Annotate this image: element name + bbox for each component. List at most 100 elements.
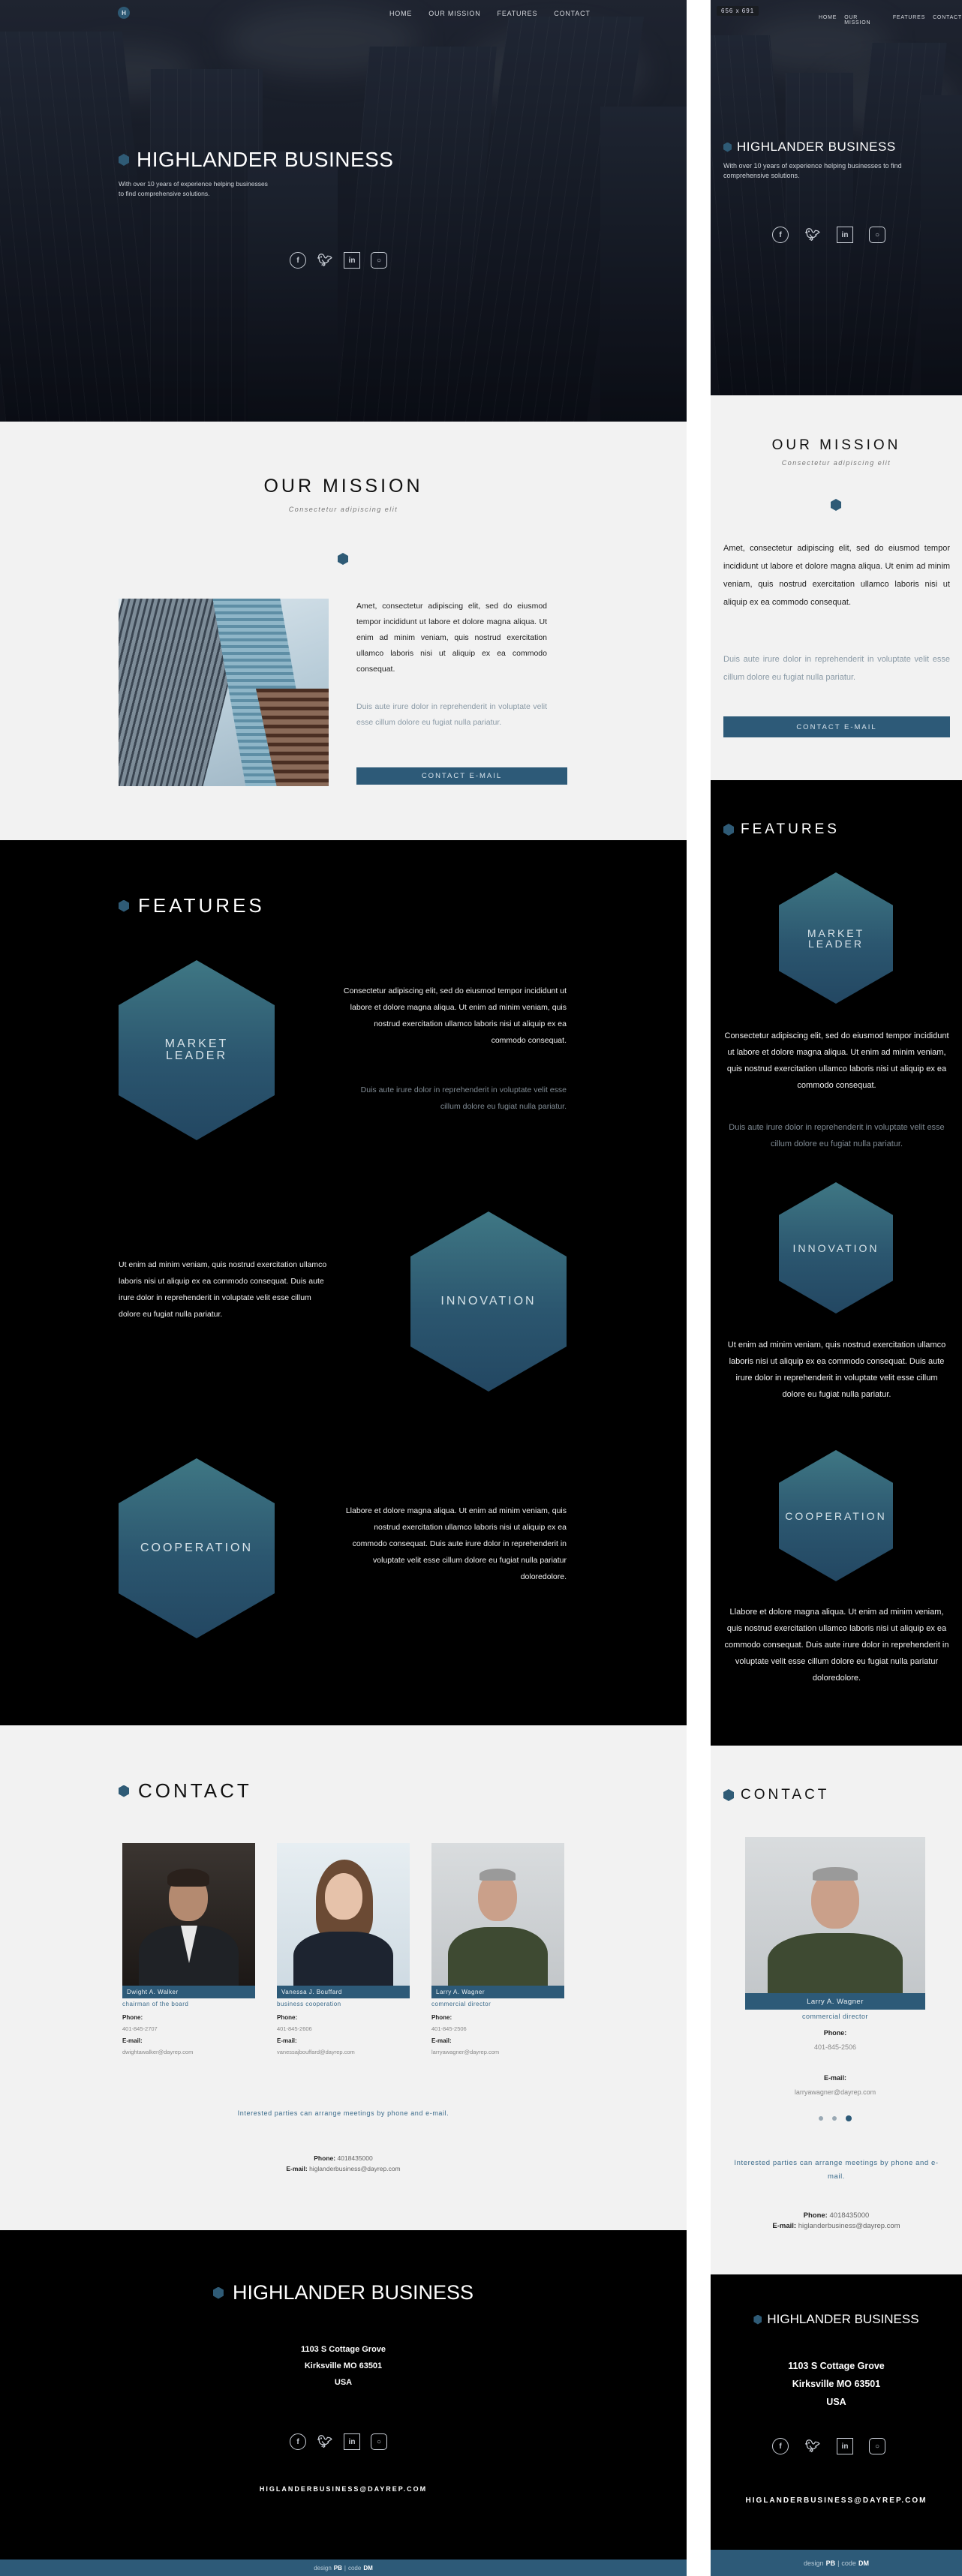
contact-email-button[interactable]: CONTACT E-MAIL [723,716,950,737]
feature-hex-innovation: INNOVATION [779,1182,893,1314]
phone-label: Phone: [277,2014,298,2021]
footer-address: 1103 S Cottage Grove Kirksville MO 63501… [300,2345,386,2387]
person-photo [277,1843,410,1986]
carousel-dot-active[interactable] [846,2115,852,2121]
twitter-icon[interactable]: 🐦︎ [804,229,821,242]
desktop-preview: H HOME OUR MISSION FEATURES CONTACT HIGH… [0,0,687,2576]
linkedin-icon[interactable]: in [837,227,853,243]
mobile-hero-socials: f 🐦︎ in ○ [772,227,885,243]
carousel-dot[interactable] [832,2116,837,2121]
phone-label: Phone: [122,2014,143,2021]
email-label: E-mail: [277,2037,297,2044]
mission-text: Amet, consectetur adipiscing elit, sed d… [723,544,950,607]
mission-text-muted: Duis aute irure dolor in reprehenderit i… [356,702,547,727]
person-role: chairman of the board [122,2001,189,2007]
person-photo [431,1843,564,1986]
contact-note: Interested parties can arrange meetings … [734,2159,939,2181]
facebook-icon[interactable]: f [290,252,306,269]
mission-subtitle: Consectetur adipiscing elit [288,506,398,513]
feature-hex-market-leader: MARKET LEADER [119,960,275,1140]
hero-tagline: With over 10 years of experience helping… [119,180,268,197]
mobile-hero-tagline: With over 10 years of experience helping… [723,162,902,179]
person-email: larryawagner@dayrep.com [431,2049,500,2055]
instagram-icon[interactable]: ○ [869,2438,885,2454]
hexagon-icon [723,824,734,836]
person-role: business cooperation [277,2001,341,2007]
instagram-icon[interactable]: ○ [869,227,885,243]
facebook-icon[interactable]: f [290,2433,306,2450]
hexagon-icon [212,2286,224,2299]
hero-socials: f 🐦︎ in ○ [290,252,387,269]
mission-text-muted: Duis aute irure dolor in reprehenderit i… [723,655,950,682]
features-title: FEATURES [723,821,840,838]
nav-our-mission[interactable]: OUR MISSION [428,10,481,17]
nav-home[interactable]: HOME [389,10,413,17]
person-phone: 401-845-2707 [122,2025,158,2032]
main-contact-info: Phone: 4018435000 E-mail: higlanderbusin… [772,2211,900,2230]
email-label: E-mail: [122,2037,143,2044]
facebook-icon[interactable]: f [772,227,789,243]
feature-text-cooperation: Llabore et dolore magna aliqua. Ut enim … [345,1506,567,1581]
person-name: Larry A. Wagner [745,1993,925,2010]
carousel-dots [819,2115,852,2121]
twitter-icon[interactable]: 🐦︎ [317,2436,333,2448]
phone-label: Phone: [431,2014,452,2021]
nav-features[interactable]: FEATURES [892,15,926,20]
contact-note: Interested parties can arrange meetings … [237,2109,449,2117]
facebook-icon[interactable]: f [772,2438,789,2454]
mobile-hero-section: 656 x 691 HOME OUR MISSION FEATURES CONT… [711,0,962,395]
person-name: Larry A. Wagner [431,1986,564,1998]
hexagon-icon [338,553,348,565]
feature-text-market-leader-muted: Duis aute irure dolor in reprehenderit i… [729,1123,945,1148]
linkedin-icon[interactable]: in [837,2438,853,2454]
contact-card-larry: Larry A. Wagner commercial director Phon… [431,1843,564,2061]
instagram-icon[interactable]: ○ [371,2433,387,2450]
nav-features[interactable]: FEATURES [497,10,538,17]
footer-credit: design PB | code DM [711,2550,962,2576]
feature-text-cooperation: Llabore et dolore magna aliqua. Ut enim … [724,1608,949,1683]
feature-hex-cooperation: COOPERATION [119,1458,275,1638]
person-phone: 401-845-2606 [277,2025,312,2032]
hexagon-icon [119,1785,129,1797]
person-name: Vanessa J. Bouffard [277,1986,410,1998]
mission-title: OUR MISSION [263,476,423,497]
hexagon-icon [723,142,732,152]
footer-brand: HIGHLANDER BUSINESS [0,2281,687,2304]
mobile-hero-title: HIGHLANDER BUSINESS [723,140,896,155]
carousel-dot[interactable] [819,2116,823,2121]
hexagon-icon [831,499,841,511]
person-phone: 401-845-2506 [813,2043,857,2051]
nav-contact[interactable]: CONTACT [554,10,591,17]
footer-email[interactable]: HIGLANDERBUSINESS@DAYREP.COM [259,2485,428,2493]
feature-text-innovation: Ut enim ad minim veniam, quis nostrud ex… [727,1341,946,1399]
feature-text-market-leader: Consectetur adipiscing elit, sed do eius… [343,986,567,1045]
mobile-preview: 656 x 691 HOME OUR MISSION FEATURES CONT… [711,0,962,2576]
person-email: dwightawalker@dayrep.com [122,2049,194,2055]
footer-section: HIGHLANDER BUSINESS 1103 S Cottage Grove… [0,2230,687,2576]
feature-hex-market-leader: MARKET LEADER [779,872,893,1004]
hexagon-icon [119,899,129,912]
mission-text: Amet, consectetur adipiscing elit, sed d… [356,602,547,674]
contact-email-button[interactable]: CONTACT E-MAIL [356,767,567,785]
feature-text-market-leader-muted: Duis aute irure dolor in reprehenderit i… [360,1085,567,1111]
linkedin-icon[interactable]: in [344,2433,360,2450]
person-role: commercial director [431,2001,492,2007]
main-nav: HOME OUR MISSION FEATURES CONTACT [389,10,591,17]
footer-socials: f 🐦︎ in ○ [772,2438,885,2454]
twitter-icon[interactable]: 🐦︎ [804,2440,821,2453]
person-photo [122,1843,255,1986]
contact-card-vanessa: Vanessa J. Bouffard business cooperation… [277,1843,410,2061]
nav-our-mission[interactable]: OUR MISSION [844,15,871,26]
footer-email[interactable]: HIGLANDERBUSINESS@DAYREP.COM [745,2496,927,2505]
person-email: larryawagner@dayrep.com [794,2088,876,2096]
mobile-features-section: FEATURES MARKET LEADER Consectetur adipi… [711,780,962,1746]
twitter-icon[interactable]: 🐦︎ [317,254,333,267]
hexagon-icon [723,1789,734,1801]
logo-badge[interactable]: H [118,7,130,19]
nav-contact[interactable]: CONTACT [933,15,962,20]
contact-card-dwight: Dwight A. Walker chairman of the board P… [122,1843,255,2061]
nav-home[interactable]: HOME [819,15,837,20]
linkedin-icon[interactable]: in [344,252,360,269]
contact-section: CONTACT Dwight A. Walker chairman of the… [0,1725,687,2230]
instagram-icon[interactable]: ○ [371,252,387,269]
